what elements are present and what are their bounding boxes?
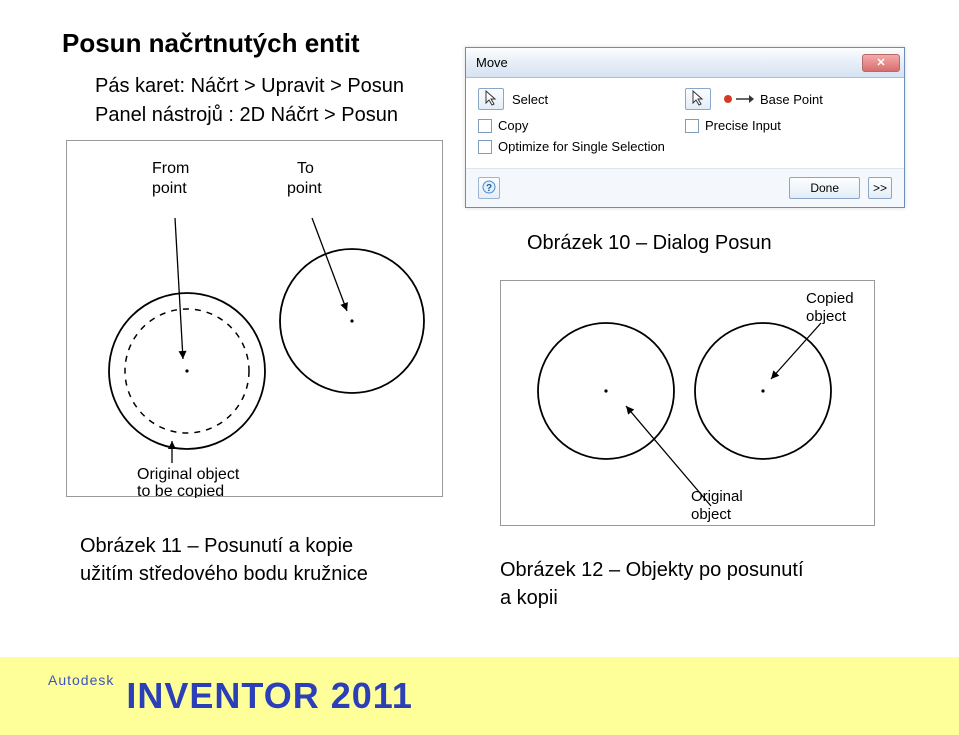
basepoint-icons <box>723 94 754 104</box>
dialog-title: Move <box>476 55 862 70</box>
dot-red-icon <box>723 94 733 104</box>
svg-text:From: From <box>152 160 189 177</box>
optimize-checkbox[interactable] <box>478 140 492 154</box>
diagram-from-to-svg: From point To point Original objectto be cop… <box>67 141 444 498</box>
help-button[interactable]: ? <box>478 177 500 199</box>
autodesk-text: Autodesk <box>48 672 114 688</box>
caption-fig11-line2: užitím středového bodu kružnice <box>80 563 368 585</box>
breadcrumb-1-label: Pás karet: <box>95 75 185 97</box>
cursor-icon <box>691 90 705 109</box>
svg-text:to be copied: to be copied <box>137 483 224 498</box>
breadcrumb-2-label: Panel nástrojů : <box>95 104 234 126</box>
caption-fig11-line1: Obrázek 11 – Posunutí a kopie <box>80 535 353 557</box>
help-icon: ? <box>482 180 496 197</box>
footer-banner: Autodesk INVENTOR 2011 <box>0 657 959 735</box>
arrow-icon <box>736 94 754 104</box>
basepoint-label: Base Point <box>760 92 823 107</box>
svg-text:point: point <box>152 180 187 197</box>
dialog-body: Select Base Point Copy <box>466 78 904 168</box>
svg-text:Original: Original <box>691 488 743 505</box>
precise-input-checkbox[interactable] <box>685 119 699 133</box>
select-pick-button[interactable] <box>478 88 504 110</box>
optimize-label: Optimize for Single Selection <box>498 139 665 154</box>
cursor-icon <box>484 90 498 109</box>
move-dialog: Move ✕ Select <box>465 47 905 208</box>
select-label: Select <box>512 92 548 107</box>
diagram-copied-original: CopiedobjectOriginalobject <box>500 280 875 526</box>
close-icon: ✕ <box>876 56 885 69</box>
svg-text:Copied: Copied <box>806 290 854 307</box>
basepoint-pick-button[interactable] <box>685 88 711 110</box>
caption-fig12: Obrázek 12 – Objekty po posunutí a kopii <box>500 556 850 612</box>
svg-text:object: object <box>806 308 847 325</box>
caption-fig11: Obrázek 11 – Posunutí a kopie užitím stř… <box>80 532 410 588</box>
caption-fig12-line2: a kopii <box>500 587 558 609</box>
diagram-from-to: From point To point Original objectto be cop… <box>66 140 443 497</box>
svg-text:?: ? <box>486 183 492 194</box>
breadcrumb-2: Panel nástrojů : 2D Náčrt > Posun <box>95 104 398 127</box>
svg-text:To: To <box>297 160 314 177</box>
dialog-footer: ? Done >> <box>466 168 904 207</box>
expand-button[interactable]: >> <box>868 177 892 199</box>
precise-input-label: Precise Input <box>705 118 781 133</box>
caption-fig10: Obrázek 10 – Dialog Posun <box>527 232 772 255</box>
copy-checkbox[interactable] <box>478 119 492 133</box>
svg-text:point: point <box>287 180 322 197</box>
page-title: Posun načrtnutých entit <box>62 28 360 59</box>
breadcrumb-2-path: 2D Náčrt > Posun <box>234 104 398 126</box>
done-button[interactable]: Done <box>789 177 860 199</box>
breadcrumb-1: Pás karet: Náčrt > Upravit > Posun <box>95 75 404 98</box>
dialog-titlebar[interactable]: Move ✕ <box>466 48 904 78</box>
breadcrumb-1-path: Náčrt > Upravit > Posun <box>185 75 404 97</box>
svg-text:Original object: Original object <box>137 466 240 483</box>
svg-text:object: object <box>691 506 732 523</box>
inventor-text: INVENTOR 2011 <box>126 675 412 717</box>
copy-label: Copy <box>498 118 528 133</box>
diagram-copied-svg: CopiedobjectOriginalobject <box>501 281 876 527</box>
close-button[interactable]: ✕ <box>862 54 900 72</box>
caption-fig12-line1: Obrázek 12 – Objekty po posunutí <box>500 559 804 581</box>
